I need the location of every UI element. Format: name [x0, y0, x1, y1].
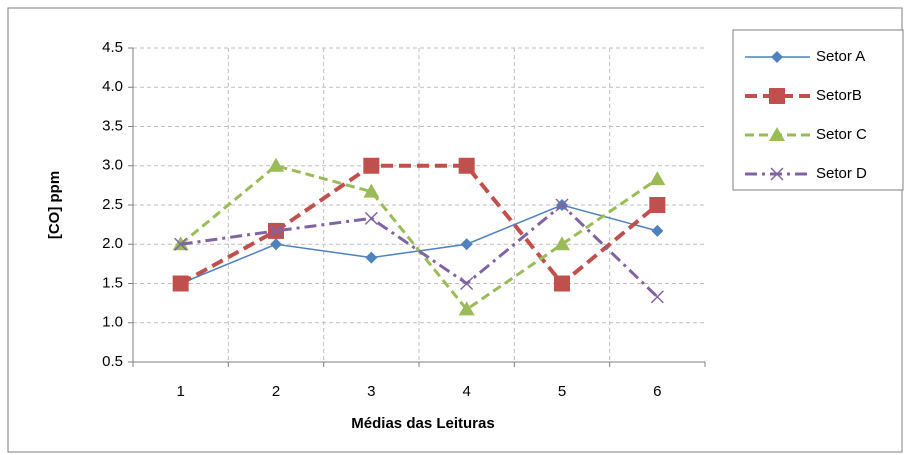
y-tick-label: 4.5: [102, 39, 123, 56]
data-point: [364, 211, 378, 225]
x-tick-label: 1: [176, 383, 184, 400]
y-tick-label: 2.0: [102, 235, 123, 252]
legend-marker: [769, 127, 785, 141]
legend-marker: [771, 51, 783, 63]
y-tick-label: 3.0: [102, 157, 123, 174]
data-point: [554, 275, 570, 292]
x-tick-label: 4: [462, 383, 470, 400]
data-point: [649, 171, 666, 186]
series-line: [179, 164, 659, 312]
data-point: [458, 301, 475, 316]
data-point: [650, 290, 664, 304]
data-point: [269, 224, 283, 238]
legend-marker: [769, 88, 785, 104]
legend-marker: [770, 167, 784, 181]
x-tick-label: 5: [558, 383, 566, 400]
x-tick-label: 2: [272, 383, 280, 400]
x-axis-title: Médias das Leituras: [351, 415, 494, 432]
series-line: [180, 202, 659, 298]
data-point: [174, 237, 188, 251]
data-point: [555, 198, 569, 212]
legend-label: Setor D: [816, 165, 867, 182]
y-tick-label: 4.0: [102, 78, 123, 95]
legend-label: Setor A: [816, 48, 865, 65]
y-axis-title: [CO] ppm: [46, 171, 63, 239]
legend-label: SetorB: [816, 87, 862, 104]
y-tick-label: 1.0: [102, 314, 123, 331]
data-point: [365, 251, 378, 264]
series-line: [179, 163, 659, 287]
y-tick-label: 3.5: [102, 117, 123, 134]
data-point: [363, 183, 380, 198]
data-point: [460, 276, 474, 291]
data-point: [270, 238, 282, 251]
legend-label: Setor C: [816, 126, 867, 143]
data-point: [460, 238, 473, 251]
data-point: [363, 157, 380, 174]
y-tick-label: 0.5: [102, 353, 123, 370]
data-point: [554, 236, 570, 251]
x-tick-label: 6: [653, 383, 661, 400]
x-tick-label: 3: [367, 383, 375, 400]
data-point: [649, 197, 666, 213]
data-point: [268, 157, 284, 172]
y-tick-label: 1.5: [102, 274, 123, 291]
data-point: [458, 157, 475, 174]
y-tick-label: 2.5: [102, 196, 123, 213]
data-point: [651, 224, 664, 237]
data-point: [172, 275, 189, 292]
